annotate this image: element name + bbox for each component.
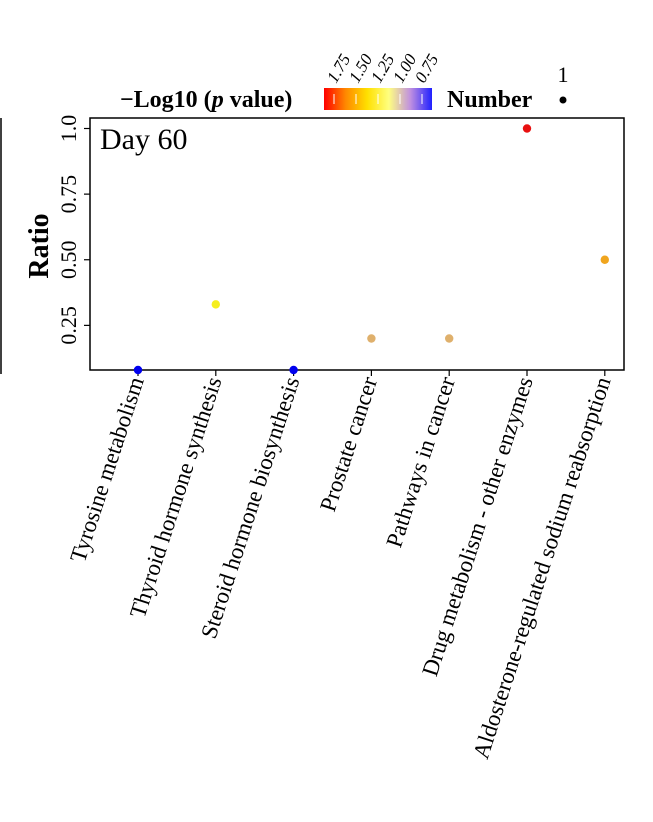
data-point [445, 334, 454, 343]
color-legend-title: −Log10 (p value) [120, 87, 292, 113]
panel-label: Day 60 [100, 123, 187, 156]
color-bar-tick-label: 0.75 [411, 51, 442, 86]
data-point [367, 334, 376, 343]
plot-panel [89, 117, 625, 371]
size-legend-title: Number [447, 87, 533, 113]
y-axis: 0.25 0.50 0.75 1.0 [56, 115, 90, 345]
data-point [211, 300, 220, 309]
y-tick-label: 0.25 [56, 306, 81, 345]
y-tick-label: 0.75 [56, 175, 81, 214]
y-axis-label: Ratio [24, 213, 55, 278]
x-tick-label: Prostate cancer [315, 373, 382, 514]
data-points [133, 124, 609, 375]
data-point [600, 255, 609, 264]
y-tick-label: 0.50 [56, 241, 81, 280]
size-legend-tick: 1 [558, 62, 569, 87]
data-point [522, 124, 532, 133]
x-tick-label: Tyrosine metabolism [65, 374, 149, 566]
x-tick-label: Pathways in cancer [381, 373, 460, 550]
size-legend-dot [559, 96, 567, 104]
data-point [133, 365, 143, 375]
x-tick-label: Aldosterone-regulated sodium reabsorptio… [468, 373, 615, 761]
y-tick-label: 1.0 [56, 115, 81, 143]
legend: −Log10 (p value) 1.751.501.251.000.75 Nu… [120, 50, 569, 113]
data-point [289, 365, 298, 375]
